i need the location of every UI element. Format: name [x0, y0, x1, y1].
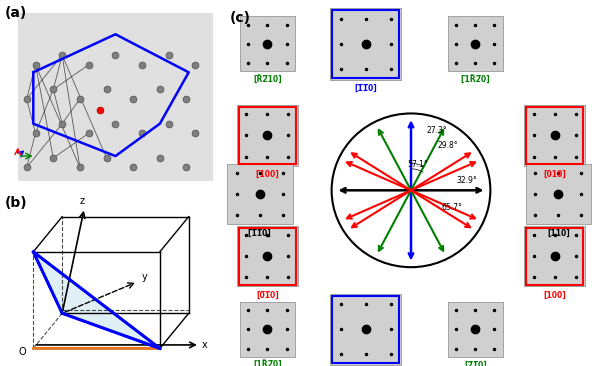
Text: [̅100]: [̅100]	[256, 170, 279, 179]
Bar	[237, 226, 298, 286]
Text: z: z	[80, 197, 85, 206]
Text: [1̅1̅0]: [1̅1̅0]	[354, 84, 377, 93]
Text: x: x	[202, 340, 208, 350]
Bar	[526, 228, 583, 285]
Text: 27.3°: 27.3°	[426, 126, 447, 135]
Text: [Ȑ2̅10]: [Ȑ2̅10]	[253, 76, 281, 85]
Text: O: O	[19, 347, 26, 358]
Bar	[240, 302, 295, 357]
Text: [100]: [100]	[543, 291, 566, 300]
Bar	[330, 8, 401, 80]
Bar	[448, 16, 503, 71]
Text: [010]: [010]	[543, 170, 566, 179]
Bar	[240, 16, 295, 71]
Text: [̅̅1̅1̅0]: [̅̅1̅1̅0]	[248, 228, 271, 238]
Bar	[526, 164, 592, 224]
Bar	[524, 226, 585, 286]
Text: [̅1Ȑ2̅0]: [̅1Ȑ2̅0]	[461, 76, 490, 85]
Text: (a): (a)	[4, 6, 26, 20]
Text: 57.1°: 57.1°	[407, 160, 428, 169]
Polygon shape	[34, 252, 160, 348]
Text: 32.9°: 32.9°	[457, 176, 477, 184]
Text: y: y	[142, 272, 148, 282]
Text: (c): (c)	[230, 11, 251, 25]
Bar	[448, 302, 503, 357]
Bar	[227, 164, 293, 224]
Bar	[526, 107, 583, 164]
Bar	[237, 105, 298, 165]
Bar	[18, 13, 213, 181]
Bar	[330, 294, 401, 365]
Text: [1Ȑ2̅0]: [1Ȑ2̅0]	[253, 361, 281, 366]
Text: [2̅1̅0]: [2̅1̅0]	[464, 361, 487, 366]
Text: [0̅1̅0]: [0̅1̅0]	[256, 291, 279, 300]
Bar	[239, 228, 296, 285]
Text: (b): (b)	[4, 195, 27, 210]
Bar	[332, 10, 400, 78]
Text: [110]: [110]	[547, 228, 570, 238]
Text: 65.7°: 65.7°	[441, 202, 462, 212]
Text: 29.8°: 29.8°	[437, 141, 458, 150]
Bar	[524, 105, 585, 165]
Bar	[239, 107, 296, 164]
Bar	[332, 296, 400, 363]
